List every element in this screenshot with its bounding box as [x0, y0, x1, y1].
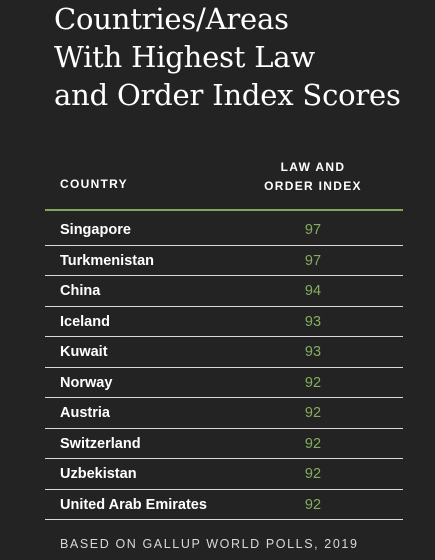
- score-cell: 93: [304, 344, 322, 360]
- score-cell: 92: [304, 496, 322, 513]
- score-cell: 92: [304, 405, 322, 421]
- source-footnote: BASED ON GALLUP WORLD POLLS, 2019: [60, 537, 359, 551]
- score-cell: 92: [304, 466, 322, 482]
- country-cell: Norway: [60, 374, 113, 391]
- table-body: Singapore 97 Turkmenistan 97 China 94 Iceland 9…: [45, 215, 403, 520]
- chart-title: Countries/Areas With Highest Law and Ord…: [54, 0, 424, 114]
- country-cell: Kuwait: [60, 344, 108, 360]
- column-header-country: COUNTRY: [60, 177, 128, 191]
- table-row: China 94: [45, 276, 403, 307]
- column-header-index-line-1: LAW AND: [280, 160, 346, 174]
- column-header-index: LAW AND ORDER INDEX: [250, 158, 376, 196]
- country-cell: Switzerland: [60, 435, 141, 452]
- score-cell: 92: [304, 435, 322, 452]
- table-row: Kuwait 93: [45, 337, 403, 368]
- country-cell: Iceland: [60, 313, 110, 330]
- country-cell: Turkmenistan: [60, 252, 155, 269]
- table-row: United Arab Emirates 92: [45, 490, 403, 520]
- score-cell: 94: [304, 283, 322, 299]
- score-cell: 97: [304, 252, 322, 269]
- table-row: Turkmenistan 97: [45, 246, 403, 276]
- country-cell: Uzbekistan: [60, 466, 137, 482]
- table-row: Switzerland 92: [45, 429, 403, 459]
- title-line-2: With Highest Law: [54, 40, 316, 74]
- table-row: Austria 92: [45, 398, 403, 429]
- country-cell: United Arab Emirates: [60, 496, 207, 513]
- table-row: Uzbekistan 92: [45, 459, 403, 490]
- table-row: Singapore 97: [45, 215, 403, 246]
- score-cell: 92: [304, 374, 322, 391]
- country-cell: Austria: [60, 405, 110, 421]
- country-cell: Singapore: [60, 222, 131, 238]
- table-row: Iceland 93: [45, 307, 403, 337]
- table-row: Norway 92: [45, 368, 403, 398]
- score-cell: 93: [304, 313, 322, 330]
- header-divider: [45, 209, 403, 211]
- title-line-1: Countries/Areas: [54, 2, 289, 36]
- column-header-index-line-2: ORDER INDEX: [264, 179, 362, 193]
- title-line-3: and Order Index Scores: [54, 78, 401, 112]
- score-cell: 97: [304, 222, 322, 238]
- country-cell: China: [60, 283, 101, 299]
